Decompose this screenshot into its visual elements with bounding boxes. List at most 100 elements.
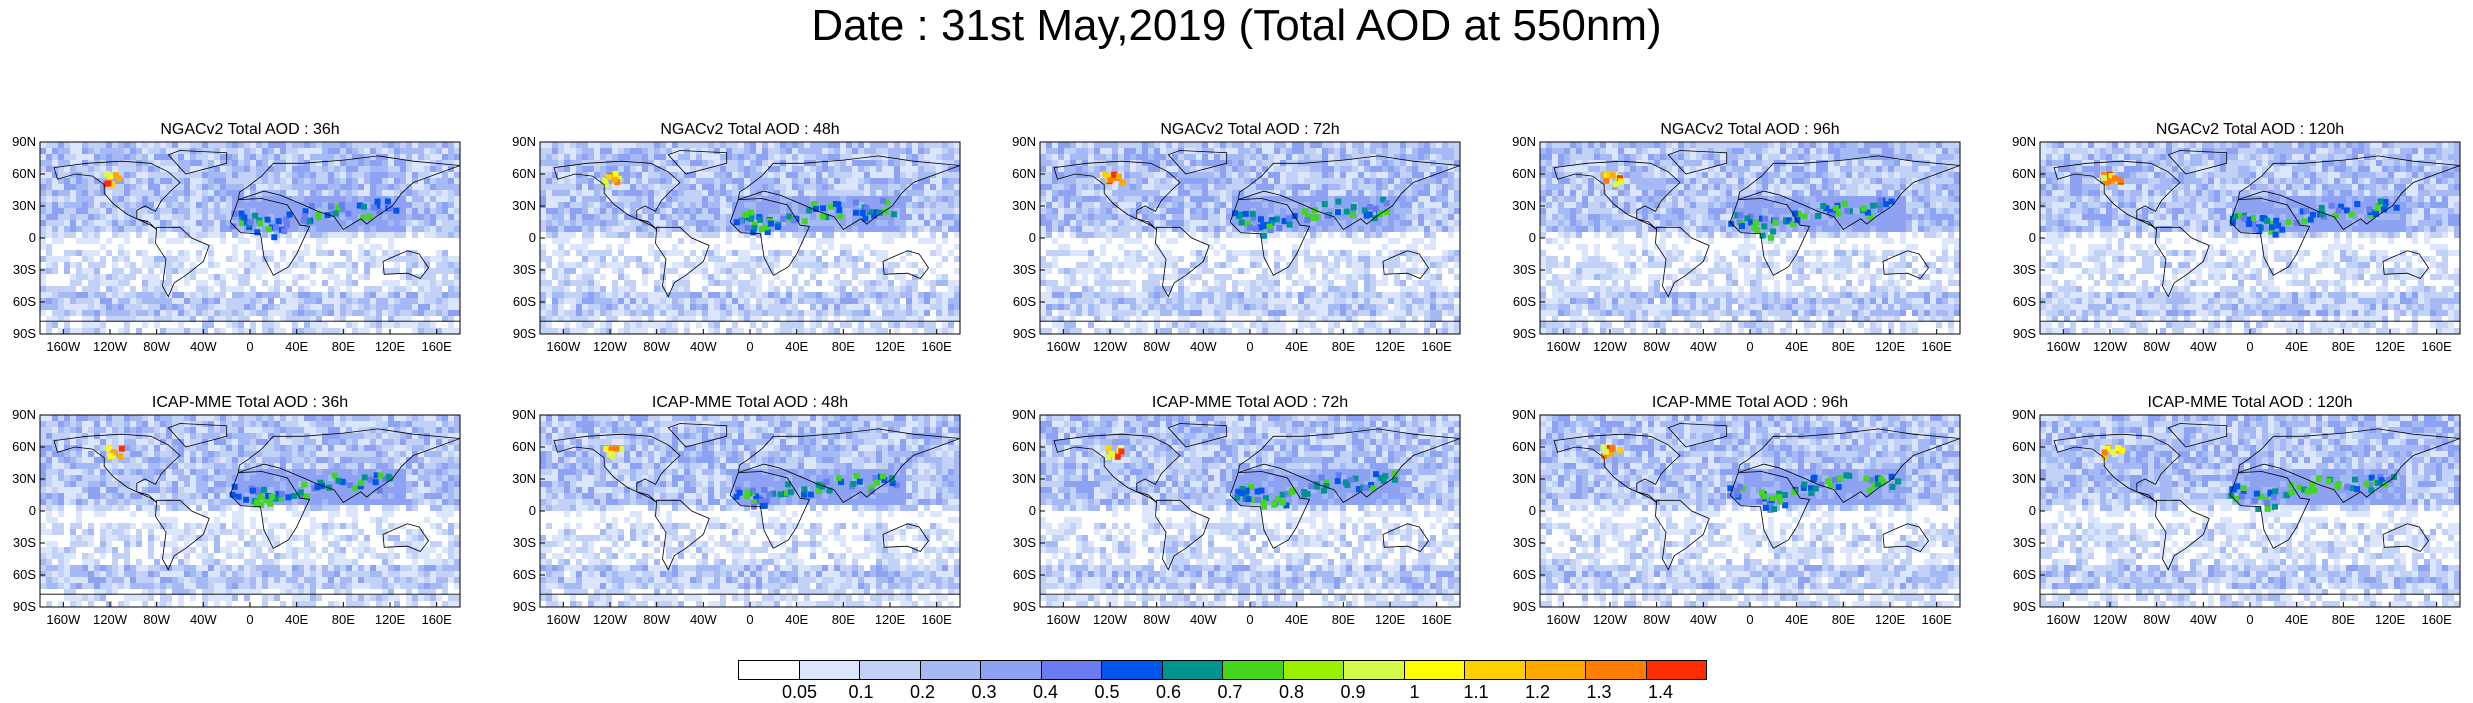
lon-tick-label: 40W <box>2190 339 2217 354</box>
lat-tick-label: 60S <box>1513 294 1536 309</box>
lat-tick-label: 30S <box>513 535 536 550</box>
lon-tick-label: 160W <box>546 612 581 627</box>
lon-tick-label: 80E <box>1332 339 1355 354</box>
lon-tick-label: 40E <box>285 339 308 354</box>
colorbar-label: 0.7 <box>1217 682 1242 703</box>
colorbar-label: 0.2 <box>910 682 935 703</box>
lon-tick-label: 80E <box>332 339 355 354</box>
lon-tick-label: 160W <box>2046 339 2081 354</box>
lon-tick-label: 40W <box>1190 339 1217 354</box>
colorbar-swatch <box>1585 660 1647 680</box>
lat-tick-label: 90S <box>513 326 536 341</box>
lon-tick-label: 40W <box>690 612 717 627</box>
colorbar-swatch <box>799 660 861 680</box>
lat-tick-label: 30S <box>1013 535 1036 550</box>
lon-tick-label: 40W <box>190 339 217 354</box>
colorbar-label: 0.8 <box>1279 682 1304 703</box>
lon-tick-label: 80E <box>2332 339 2355 354</box>
lon-tick-label: 120W <box>593 612 628 627</box>
lat-tick-label: 90N <box>512 134 536 149</box>
colorbar-swatch <box>1101 660 1163 680</box>
lat-tick-label: 90N <box>1012 134 1036 149</box>
colorbar-swatch <box>1162 660 1224 680</box>
lat-tick-label: 90S <box>513 599 536 614</box>
lat-tick-label: 60N <box>1512 166 1536 181</box>
map-panels: NGACv2 Total AOD : 36h90N60N30N030S60S90… <box>0 0 2473 650</box>
lon-tick-label: 160W <box>46 612 81 627</box>
panel-title: NGACv2 Total AOD : 96h <box>1660 121 1839 138</box>
lon-tick-label: 0 <box>2246 612 2253 627</box>
colorbar-swatch <box>1646 660 1708 680</box>
lon-tick-label: 40E <box>285 612 308 627</box>
lon-tick-label: 120E <box>375 612 406 627</box>
lat-tick-label: 0 <box>529 230 536 245</box>
lon-tick-label: 120W <box>593 339 628 354</box>
lon-tick-label: 120W <box>1093 612 1128 627</box>
lat-tick-label: 90S <box>1013 326 1036 341</box>
lon-tick-label: 80W <box>1143 339 1170 354</box>
lat-tick-label: 90S <box>2013 599 2036 614</box>
colorbar-label: 1.3 <box>1586 682 1611 703</box>
lat-tick-label: 90N <box>512 407 536 422</box>
lat-tick-label: 60S <box>1013 567 1036 582</box>
lat-tick-label: 30N <box>12 198 36 213</box>
lon-tick-label: 160W <box>1546 339 1581 354</box>
lon-tick-label: 80W <box>143 612 170 627</box>
lon-tick-label: 0 <box>746 612 753 627</box>
map-panel: ICAP-MME Total AOD : 96h90N60N30N030S60S… <box>1512 394 1960 627</box>
lat-tick-label: 60N <box>2012 166 2036 181</box>
colorbar-label: 0.3 <box>971 682 996 703</box>
lat-tick-label: 30S <box>2013 262 2036 277</box>
lon-tick-label: 0 <box>2246 339 2253 354</box>
lon-tick-label: 40W <box>1190 612 1217 627</box>
lat-tick-label: 60S <box>1013 294 1036 309</box>
lat-tick-label: 90S <box>1513 326 1536 341</box>
lon-tick-label: 0 <box>1246 339 1253 354</box>
lon-tick-label: 160E <box>1421 339 1452 354</box>
lon-tick-label: 120W <box>2093 339 2128 354</box>
lon-tick-label: 80W <box>1143 612 1170 627</box>
lat-tick-label: 60S <box>2013 294 2036 309</box>
aod-field <box>1040 142 1460 334</box>
panel-title: ICAP-MME Total AOD : 36h <box>152 394 348 411</box>
lon-tick-label: 120E <box>375 339 406 354</box>
colorbar-label: 0.5 <box>1094 682 1119 703</box>
lon-tick-label: 0 <box>246 612 253 627</box>
panel-title: ICAP-MME Total AOD : 48h <box>652 394 848 411</box>
lon-tick-label: 160E <box>421 612 452 627</box>
colorbar-label: 1.1 <box>1463 682 1488 703</box>
lat-tick-label: 30S <box>513 262 536 277</box>
lat-tick-label: 0 <box>1529 503 1536 518</box>
lon-tick-label: 120E <box>2375 339 2406 354</box>
lon-tick-label: 40E <box>785 612 808 627</box>
colorbar-swatch <box>738 660 800 680</box>
lon-tick-label: 40W <box>2190 612 2217 627</box>
lon-tick-label: 160W <box>2046 612 2081 627</box>
colorbar-swatch <box>920 660 982 680</box>
lon-tick-label: 40E <box>1785 612 1808 627</box>
lon-tick-label: 80E <box>1332 612 1355 627</box>
colorbar-swatch <box>1041 660 1103 680</box>
lon-tick-label: 80E <box>1832 612 1855 627</box>
panel-title: ICAP-MME Total AOD : 96h <box>1652 394 1848 411</box>
lat-tick-label: 90N <box>1512 134 1536 149</box>
lon-tick-label: 40E <box>1285 339 1308 354</box>
colorbar-label: 0.05 <box>782 682 817 703</box>
lon-tick-label: 80W <box>2143 339 2170 354</box>
lat-tick-label: 60S <box>13 294 36 309</box>
lon-tick-label: 120W <box>2093 612 2128 627</box>
colorbar-swatch <box>1525 660 1587 680</box>
lat-tick-label: 90N <box>1012 407 1036 422</box>
colorbar-label: 0.6 <box>1156 682 1181 703</box>
lat-tick-label: 90S <box>13 599 36 614</box>
lat-tick-label: 0 <box>29 503 36 518</box>
map-panel: ICAP-MME Total AOD : 120h90N60N30N030S60… <box>2012 394 2460 627</box>
lon-tick-label: 160W <box>546 339 581 354</box>
lon-tick-label: 0 <box>1746 339 1753 354</box>
lat-tick-label: 30N <box>12 471 36 486</box>
lon-tick-label: 160W <box>1046 339 1081 354</box>
lon-tick-label: 0 <box>1746 612 1753 627</box>
colorbar-label: 1.4 <box>1648 682 1673 703</box>
panel-title: NGACv2 Total AOD : 72h <box>1160 121 1339 138</box>
lat-tick-label: 90N <box>1512 407 1536 422</box>
